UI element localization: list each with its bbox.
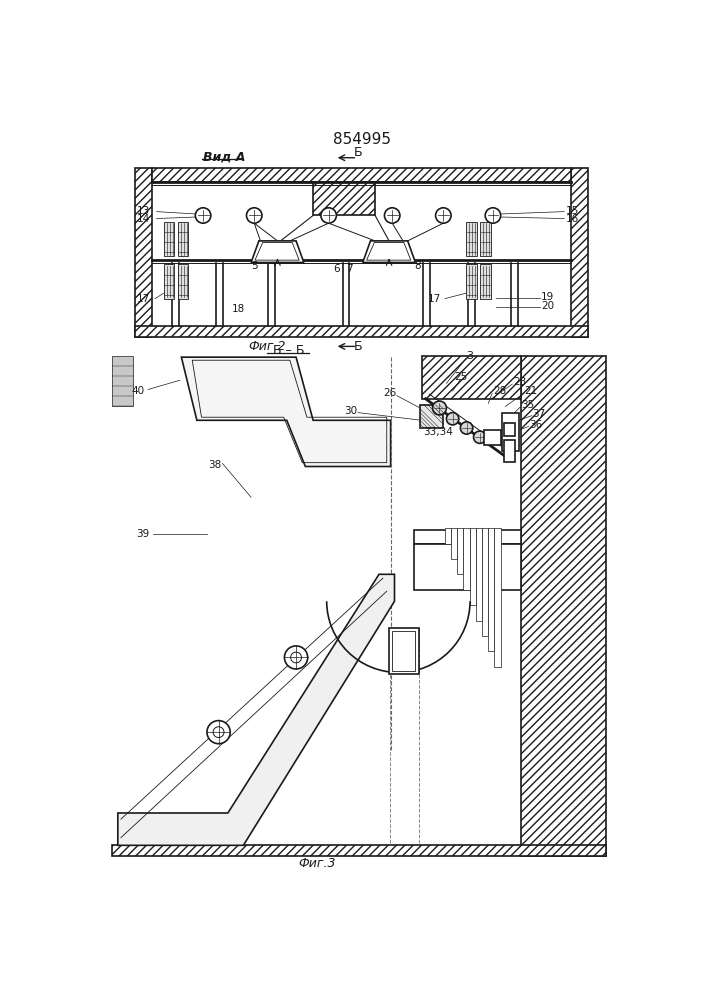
Bar (389, 628, 419, 674)
Bar (451, 528, 457, 559)
Text: Вид А: Вид А (203, 150, 245, 163)
Bar (502, 413, 519, 451)
Text: 28: 28 (493, 386, 506, 396)
Bar (494, 528, 501, 667)
Bar (571, 168, 588, 337)
Text: 39: 39 (136, 529, 150, 539)
Bar (414, 544, 521, 590)
Text: 3: 3 (467, 351, 474, 361)
Circle shape (433, 401, 446, 415)
Circle shape (195, 208, 211, 223)
Text: Б: Б (354, 340, 363, 353)
Text: 21: 21 (525, 386, 538, 396)
Circle shape (485, 208, 501, 223)
Text: 38: 38 (209, 460, 222, 470)
Bar (504, 423, 515, 436)
Bar (135, 326, 588, 337)
Circle shape (207, 721, 230, 744)
Text: 15: 15 (566, 206, 579, 216)
Bar (480, 222, 491, 256)
Text: 40: 40 (131, 386, 144, 396)
Text: Б: Б (354, 146, 363, 159)
Bar (163, 222, 175, 256)
Bar (521, 356, 606, 856)
Text: 18: 18 (232, 304, 245, 314)
Text: 854995: 854995 (333, 132, 391, 147)
Bar (466, 222, 477, 256)
Polygon shape (182, 357, 391, 466)
Circle shape (321, 208, 337, 223)
Text: 6: 6 (333, 264, 340, 274)
Bar (457, 528, 464, 574)
Circle shape (247, 208, 262, 223)
Circle shape (474, 431, 486, 443)
Text: 20: 20 (541, 301, 554, 311)
Text: 7: 7 (346, 264, 352, 274)
Text: 23: 23 (513, 377, 526, 387)
Text: 36: 36 (530, 420, 542, 430)
Bar (476, 528, 482, 620)
Bar (135, 168, 152, 337)
Bar (112, 845, 606, 856)
Bar (482, 528, 489, 636)
Bar (152, 168, 571, 182)
Bar (420, 405, 443, 428)
Text: 19: 19 (541, 292, 554, 302)
Bar (489, 528, 494, 651)
Bar (484, 430, 501, 445)
Bar (112, 356, 134, 406)
Text: Фиг.3: Фиг.3 (298, 857, 336, 870)
Text: 30: 30 (344, 406, 357, 416)
Text: 17: 17 (428, 294, 441, 304)
Bar (464, 528, 469, 590)
Bar (469, 528, 476, 605)
Text: 35: 35 (521, 400, 534, 410)
Text: 5: 5 (251, 261, 258, 271)
Text: 26: 26 (383, 388, 396, 398)
Text: 37: 37 (532, 409, 546, 419)
Bar (313, 182, 375, 215)
Polygon shape (118, 574, 395, 845)
Bar (504, 440, 515, 462)
Bar (414, 530, 521, 544)
Text: 25: 25 (454, 372, 467, 382)
Circle shape (284, 646, 308, 669)
Bar (177, 222, 188, 256)
Text: 16: 16 (566, 214, 579, 224)
Bar (163, 264, 175, 299)
Text: 14: 14 (137, 214, 151, 224)
Bar (445, 528, 451, 544)
Bar (177, 264, 188, 299)
Text: Б – Б: Б – Б (273, 344, 304, 358)
Bar (466, 264, 477, 299)
Polygon shape (251, 241, 304, 262)
Circle shape (385, 208, 400, 223)
Bar (421, 356, 521, 399)
Text: 8: 8 (414, 261, 421, 271)
Text: 13: 13 (137, 206, 151, 216)
Polygon shape (363, 241, 416, 262)
Text: 33,34: 33,34 (423, 427, 453, 437)
Circle shape (446, 413, 459, 425)
Circle shape (436, 208, 451, 223)
Circle shape (460, 422, 473, 434)
Text: 17: 17 (137, 294, 151, 304)
Bar (392, 631, 416, 671)
Text: Фиг.2: Фиг.2 (248, 340, 286, 353)
Bar (480, 264, 491, 299)
